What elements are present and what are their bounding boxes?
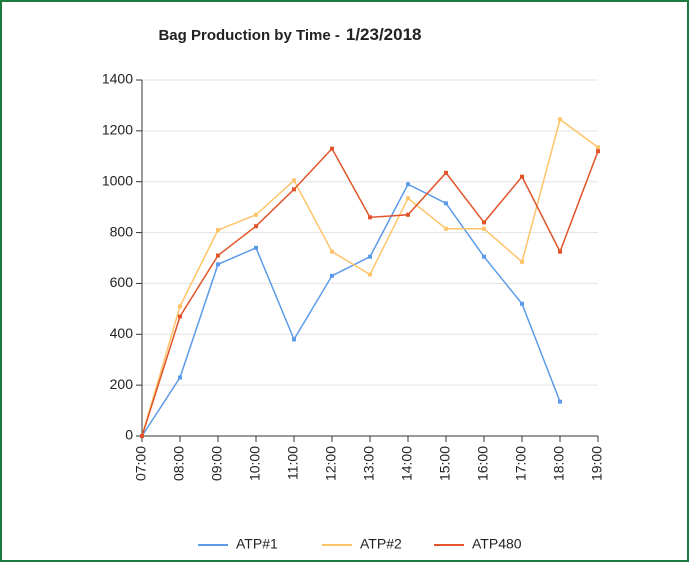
point bbox=[178, 314, 182, 319]
x-tick-label: 19:00 bbox=[589, 446, 605, 481]
chart-title: Bag Production by Time - 1/23/2018 bbox=[158, 25, 421, 44]
point bbox=[596, 145, 600, 150]
point bbox=[292, 178, 296, 183]
point bbox=[368, 254, 372, 259]
title-date: 1/23/2018 bbox=[346, 25, 422, 44]
legend-label: ATP#2 bbox=[360, 536, 402, 552]
y-tick-label: 800 bbox=[110, 223, 134, 239]
point bbox=[406, 196, 410, 201]
point bbox=[406, 212, 410, 217]
point bbox=[406, 182, 410, 187]
point bbox=[216, 228, 220, 233]
point bbox=[368, 272, 372, 277]
point bbox=[368, 215, 372, 220]
x-tick-label: 07:00 bbox=[133, 446, 149, 481]
point bbox=[216, 262, 220, 267]
x-tick-label: 14:00 bbox=[399, 446, 415, 481]
y-tick-label: 200 bbox=[110, 376, 134, 392]
x-tick-label: 12:00 bbox=[323, 446, 339, 481]
x-tick-label: 09:00 bbox=[209, 446, 225, 481]
point bbox=[292, 187, 296, 192]
point bbox=[558, 399, 562, 404]
x-tick-label: 11:00 bbox=[285, 446, 301, 480]
x-tick-label: 18:00 bbox=[551, 446, 567, 481]
legend-label: ATP#1 bbox=[236, 536, 278, 552]
x-tick-label: 10:00 bbox=[247, 446, 263, 481]
y-tick-label: 600 bbox=[110, 274, 134, 290]
point bbox=[330, 146, 334, 151]
x-tick-label: 15:00 bbox=[437, 446, 453, 481]
y-tick-label: 1000 bbox=[102, 172, 133, 188]
y-tick-label: 1400 bbox=[102, 71, 133, 87]
point bbox=[444, 170, 448, 175]
point bbox=[482, 226, 486, 231]
point bbox=[520, 259, 524, 264]
point bbox=[254, 212, 258, 217]
point bbox=[596, 149, 600, 154]
point bbox=[254, 224, 258, 229]
point bbox=[520, 301, 524, 306]
point bbox=[292, 337, 296, 342]
series-line bbox=[141, 183, 561, 437]
point bbox=[520, 174, 524, 179]
point bbox=[444, 226, 448, 231]
point bbox=[558, 117, 562, 122]
point bbox=[330, 249, 334, 254]
y-tick-label: 0 bbox=[125, 427, 133, 443]
x-tick-label: 16:00 bbox=[475, 446, 491, 481]
point bbox=[330, 273, 334, 278]
point bbox=[216, 253, 220, 258]
x-tick-label: 13:00 bbox=[361, 446, 377, 481]
point bbox=[140, 434, 144, 438]
point bbox=[178, 375, 182, 380]
title-text: Bag Production by Time - bbox=[158, 27, 339, 44]
point bbox=[178, 304, 182, 309]
legend-label: ATP480 bbox=[472, 536, 522, 552]
y-tick-label: 1200 bbox=[102, 122, 133, 138]
x-tick-label: 08:00 bbox=[171, 446, 187, 481]
point bbox=[254, 245, 258, 250]
point bbox=[482, 254, 486, 259]
point bbox=[444, 201, 448, 206]
point bbox=[558, 249, 562, 254]
x-tick-label: 17:00 bbox=[513, 446, 529, 481]
y-tick-label: 400 bbox=[110, 325, 134, 341]
point bbox=[482, 220, 486, 225]
